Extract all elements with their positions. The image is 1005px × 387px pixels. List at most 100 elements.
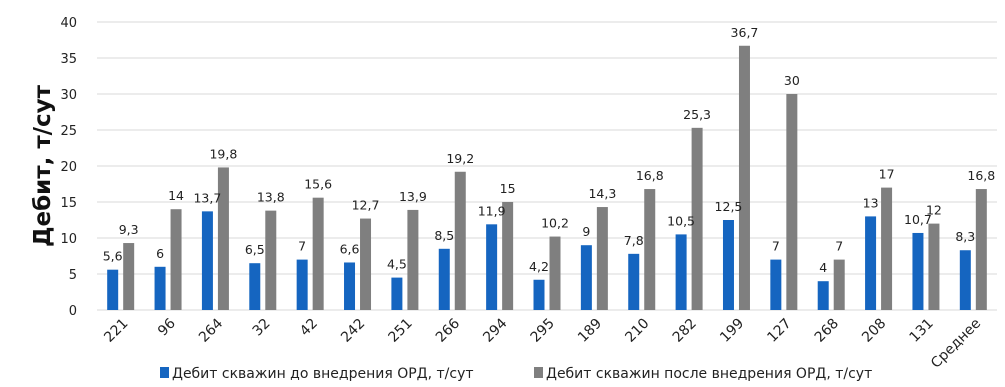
data-label: 6,5 bbox=[245, 242, 265, 257]
bar bbox=[833, 259, 845, 310]
data-label: 36,7 bbox=[731, 25, 759, 40]
bar bbox=[533, 279, 545, 310]
data-label: 17 bbox=[879, 167, 895, 182]
data-label: 16,8 bbox=[967, 168, 995, 183]
x-tick-label: 242 bbox=[338, 316, 368, 346]
data-label: 19,2 bbox=[446, 151, 474, 166]
bar bbox=[770, 259, 782, 310]
bar bbox=[975, 189, 987, 310]
data-label: 19,8 bbox=[209, 146, 237, 161]
bar bbox=[959, 250, 971, 310]
data-label: 15 bbox=[500, 181, 516, 196]
data-label: 4,2 bbox=[529, 259, 549, 274]
x-tick-label: 266 bbox=[433, 315, 463, 345]
legend-swatch-after bbox=[534, 367, 543, 378]
bar bbox=[201, 211, 213, 310]
x-tick-label: 42 bbox=[297, 316, 321, 340]
bar bbox=[738, 45, 750, 310]
data-label: 5,6 bbox=[103, 249, 123, 264]
bar bbox=[817, 281, 829, 310]
bar bbox=[438, 248, 450, 310]
bar bbox=[154, 266, 166, 310]
legend-label-after: Дебит скважин после внедрения ОРД, т/сут bbox=[546, 366, 872, 382]
legend-swatch-before bbox=[160, 367, 169, 378]
data-label: 7,8 bbox=[624, 233, 644, 248]
x-tick-label: 264 bbox=[196, 315, 226, 345]
y-tick-label: 0 bbox=[69, 304, 77, 319]
data-label: 7 bbox=[772, 239, 780, 254]
data-label: 14,3 bbox=[588, 186, 616, 201]
x-tick-label: 251 bbox=[386, 316, 416, 346]
x-tick-label: 199 bbox=[717, 316, 747, 346]
bar bbox=[549, 236, 561, 310]
y-axis-label: Дебит, т/сут bbox=[30, 84, 56, 247]
bar bbox=[928, 223, 940, 310]
bar bbox=[170, 209, 182, 310]
data-label: 11,9 bbox=[478, 203, 506, 218]
bar bbox=[865, 216, 877, 310]
data-label: 25,3 bbox=[683, 107, 711, 122]
bar bbox=[454, 171, 466, 310]
bar bbox=[486, 224, 498, 310]
bar bbox=[881, 187, 893, 310]
x-tick-label: 32 bbox=[250, 316, 274, 340]
x-tick-label: 96 bbox=[155, 315, 179, 339]
x-axis-ticks: 221 96 264 32 42 242 251 266 294 295 189 210 282 199 1… bbox=[101, 315, 984, 371]
y-tick-label: 15 bbox=[60, 196, 77, 211]
data-label: 15,6 bbox=[304, 177, 332, 192]
data-label: 13,7 bbox=[193, 190, 221, 205]
x-tick-label: 127 bbox=[764, 316, 794, 346]
data-label: 10,2 bbox=[541, 216, 569, 231]
x-tick-label: 221 bbox=[101, 316, 131, 346]
y-tick-label: 25 bbox=[60, 124, 77, 139]
x-tick-label: 210 bbox=[622, 316, 652, 346]
data-label: 13,9 bbox=[399, 189, 427, 204]
y-axis-ticks: 0 5 10 15 20 25 30 35 40 bbox=[60, 16, 77, 319]
bar bbox=[691, 127, 703, 310]
y-tick-label: 40 bbox=[60, 16, 77, 31]
bar bbox=[502, 202, 514, 310]
x-tick-label: 131 bbox=[907, 316, 937, 346]
y-tick-label: 35 bbox=[60, 52, 77, 67]
data-label: 9 bbox=[582, 224, 590, 239]
x-tick-label: 268 bbox=[812, 316, 842, 346]
bar bbox=[249, 263, 261, 310]
data-label: 12 bbox=[926, 203, 942, 218]
data-label: 8,5 bbox=[434, 228, 454, 243]
bars bbox=[107, 45, 987, 310]
bar bbox=[786, 94, 798, 310]
legend-label-before: Дебит скважин до внедрения ОРД, т/сут bbox=[172, 366, 474, 382]
bar bbox=[123, 243, 135, 310]
data-label: 10,7 bbox=[904, 212, 932, 227]
bar bbox=[296, 259, 308, 310]
data-label: 30 bbox=[784, 73, 800, 88]
x-tick-label: 189 bbox=[575, 316, 605, 346]
gridlines bbox=[97, 21, 997, 311]
data-label: 4 bbox=[819, 260, 827, 275]
bar bbox=[912, 232, 924, 310]
y-tick-label: 10 bbox=[60, 232, 77, 247]
x-tick-label: 294 bbox=[480, 315, 510, 345]
bar bbox=[675, 234, 687, 310]
y-tick-label: 5 bbox=[69, 268, 77, 283]
data-label: 13,8 bbox=[257, 190, 285, 205]
x-tick-label: 295 bbox=[528, 316, 558, 346]
x-tick-label: 208 bbox=[859, 316, 889, 346]
data-label: 8,3 bbox=[955, 229, 975, 244]
bar bbox=[722, 220, 734, 310]
data-label: 14 bbox=[168, 188, 184, 203]
y-tick-label: 30 bbox=[60, 88, 77, 103]
data-label: 12,7 bbox=[352, 198, 380, 213]
data-label: 4,5 bbox=[387, 257, 407, 272]
bar bbox=[265, 210, 277, 310]
bar bbox=[107, 269, 119, 310]
data-label: 13 bbox=[863, 195, 879, 210]
bar bbox=[217, 167, 229, 310]
data-label: 9,3 bbox=[119, 222, 139, 237]
bar bbox=[391, 277, 403, 310]
data-label: 12,5 bbox=[715, 199, 743, 214]
bar bbox=[644, 189, 656, 310]
bar bbox=[407, 209, 419, 310]
legend: Дебит скважин до внедрения ОРД, т/сут Де… bbox=[160, 366, 872, 382]
